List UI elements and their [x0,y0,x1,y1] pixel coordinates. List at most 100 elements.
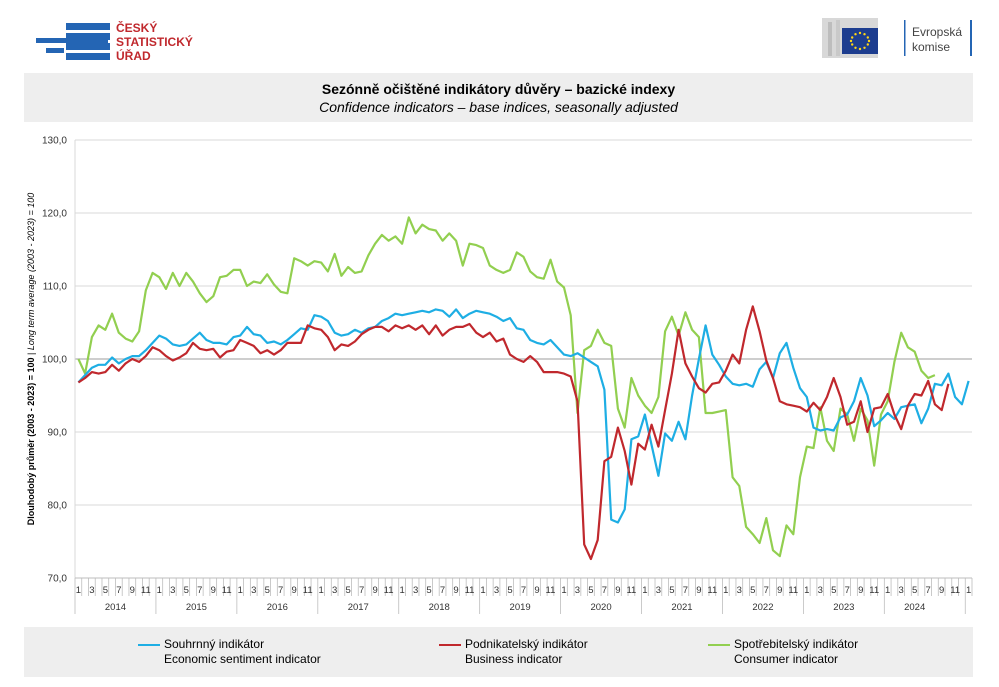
legend-label-cz: Podnikatelský indikátor [465,637,588,651]
legend-item-business: Podnikatelský indikátor Business indicat… [439,637,588,667]
series-line-business [77,305,950,561]
x-month-label: 7 [359,585,364,596]
x-month-label: 9 [453,585,458,596]
x-axis: 1 3 5 7 9 11 1 3 5 7 9 11 1 3 5 7 9 11 1 3 5 7 9 11 1 3 5 7 9 11 1 3 5 7 9… [74,577,973,614]
x-month-label: 7 [197,585,202,596]
x-year-label: 2023 [833,602,854,613]
x-year-label: 2014 [105,602,126,613]
x-month-label: 7 [116,585,121,596]
y-tick-label: 90,0 [48,428,68,439]
x-month-label: 9 [372,585,377,596]
x-month-label: 7 [602,585,607,596]
x-month-label: 1 [723,585,728,596]
y-axis-label: Dlouhodobý průměr (2003 - 2023) = 100 | … [26,193,36,526]
y-tick-label: 70,0 [48,574,68,585]
x-month-label: 3 [575,585,580,596]
x-year-label: 2022 [752,602,773,613]
x-month-label: 11 [788,585,798,596]
x-year-label: 2021 [671,602,692,613]
x-month-label: 9 [939,585,944,596]
x-month-label: 5 [669,585,674,596]
czso-logo-line-2: STATISTICKÝ [116,34,193,49]
x-month-label: 11 [141,585,151,596]
ec-logo-line-1: Evropská [912,25,962,39]
x-month-label: 11 [465,585,475,596]
legend-label-en: Consumer indicator [734,652,839,666]
x-month-label: 5 [507,585,512,596]
x-month-label: 9 [858,585,863,596]
x-year-label: 2024 [904,602,925,613]
x-month-label: 1 [885,585,890,596]
x-year-label: 2019 [510,602,531,613]
ec-logo: Evropská komise [822,18,972,58]
x-month-label: 7 [521,585,526,596]
chart-title-box: Sezónně očištěné indikátory důvěry – baz… [24,73,973,122]
x-month-label: 1 [319,585,324,596]
x-year-label: 2020 [590,602,611,613]
series-line-consumer [77,216,936,558]
x-month-label: 7 [845,585,850,596]
legend-swatch-business [439,644,461,646]
x-month-label: 7 [440,585,445,596]
x-month-label: 9 [696,585,701,596]
legend-swatch-economic-sentiment [138,644,160,646]
x-month-label: 11 [303,585,313,596]
x-month-label: 11 [384,585,394,596]
grid-lines [74,139,972,579]
x-year-label: 2015 [186,602,207,613]
ec-logo-line-2: komise [912,40,950,54]
x-month-label: 3 [494,585,499,596]
x-month-label: 3 [413,585,418,596]
x-month-label: 3 [89,585,94,596]
legend-label-en: Economic sentiment indicator [164,652,321,666]
legend-swatch-consumer [708,644,730,646]
x-month-label: 7 [764,585,769,596]
x-month-label: 1 [238,585,243,596]
x-month-label: 5 [750,585,755,596]
x-month-label: 9 [615,585,620,596]
legend-label-en: Business indicator [465,652,563,666]
x-month-label: 3 [656,585,661,596]
czso-logo-line-3: ÚŘAD [116,48,151,63]
y-axis-label-main: Dlouhodobý průměr (2003 - 2023) = 100 [26,357,36,525]
x-month-label: 11 [869,585,879,596]
x-month-label: 1 [76,585,81,596]
x-month-label: 1 [157,585,162,596]
x-month-label: 9 [130,585,135,596]
y-tick-label: 130,0 [42,136,67,147]
x-month-label: 5 [345,585,350,596]
y-axis-ticks: 70,0 80,0 90,0 100,0 110,0 120,0 130,0 [42,136,67,585]
x-month-label: 7 [278,585,283,596]
x-month-label: 1 [480,585,485,596]
legend-label-cz: Souhrnný indikátor [164,637,265,651]
czso-logo-line-1: ČESKÝ [116,20,157,35]
x-month-label: 11 [707,585,717,596]
x-month-label: 7 [683,585,688,596]
chart-title: Sezónně očištěné indikátory důvěry – baz… [321,81,676,97]
x-month-label: 9 [534,585,539,596]
x-month-label: 3 [737,585,742,596]
x-month-label: 1 [642,585,647,596]
x-month-label: 1 [399,585,404,596]
x-month-label: 5 [184,585,189,596]
y-tick-label: 80,0 [48,501,68,512]
x-month-label: 3 [818,585,823,596]
x-month-label: 11 [626,585,636,596]
x-month-label: 3 [332,585,337,596]
chart-subtitle: Confidence indicators – base indices, se… [319,99,678,115]
legend-item-economic-sentiment: Souhrnný indikátor Economic sentiment in… [138,637,321,667]
x-month-label: 11 [950,585,960,596]
series-line-economic-sentiment [77,308,970,524]
y-tick-label: 110,0 [43,282,68,293]
x-month-label: 11 [222,585,232,596]
x-month-label: 5 [103,585,108,596]
x-year-label: 2017 [348,602,369,613]
y-tick-label: 120,0 [42,209,67,220]
y-axis-label-sep: | [26,350,36,355]
x-month-label: 1 [804,585,809,596]
x-month-label: 3 [899,585,904,596]
x-month-label: 7 [926,585,931,596]
x-month-label: 5 [912,585,917,596]
y-tick-label: 100,0 [42,355,67,366]
